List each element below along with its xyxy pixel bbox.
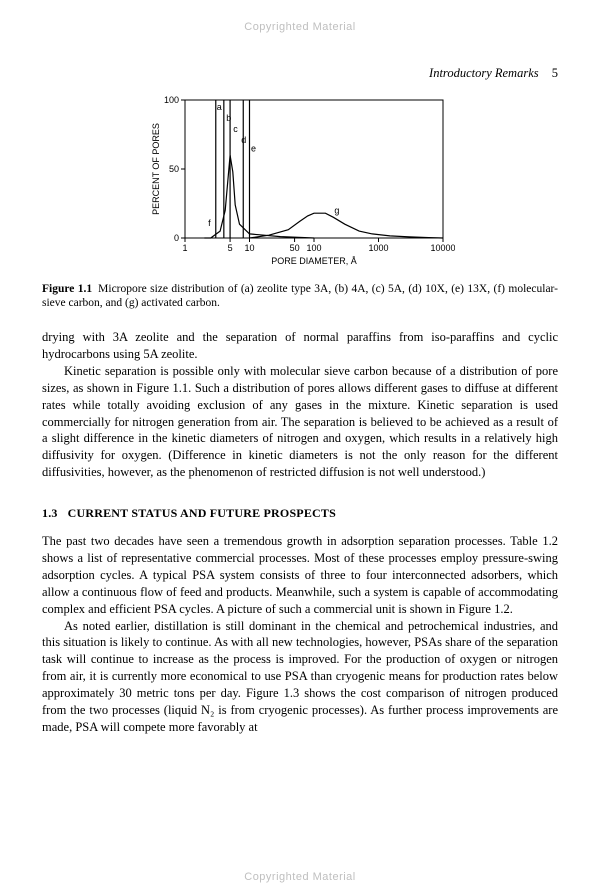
svg-text:g: g [334,205,339,215]
svg-text:c: c [233,124,238,134]
svg-text:e: e [251,143,256,153]
svg-text:d: d [241,135,246,145]
body-text-block-2: The past two decades have seen a tremend… [42,533,558,736]
svg-text:10: 10 [244,243,254,253]
svg-text:10000: 10000 [430,243,455,253]
figure-caption-label: Figure 1.1 [42,283,92,295]
section-1-3-heading: 1.3 CURRENT STATUS AND FUTURE PROSPECTS [42,505,558,521]
svg-text:PORE DIAMETER, Å: PORE DIAMETER, Å [271,256,357,266]
body-text-block-1: drying with 3A zeolite and the separatio… [42,329,558,481]
svg-text:100: 100 [306,243,321,253]
running-head: Introductory Remarks 5 [42,65,558,82]
watermark-top: Copyrighted Material [42,20,558,35]
paragraph-continuation: drying with 3A zeolite and the separatio… [42,329,558,363]
svg-text:50: 50 [169,164,179,174]
svg-text:0: 0 [174,233,179,243]
svg-text:50: 50 [290,243,300,253]
svg-text:5: 5 [228,243,233,253]
paragraph-kinetic-separation: Kinetic separation is possible only with… [42,363,558,481]
svg-text:PERCENT OF PORES: PERCENT OF PORES [151,123,161,215]
running-head-title: Introductory Remarks [429,66,539,80]
paragraph-past-two-decades: The past two decades have seen a tremend… [42,533,558,617]
section-title: CURRENT STATUS AND FUTURE PROSPECTS [68,506,336,520]
paragraph-as-noted-earlier: As noted earlier, distillation is still … [42,618,558,736]
section-number: 1.3 [42,506,58,520]
figure-1-1-caption: Figure 1.1Micropore size distribution of… [42,282,558,311]
svg-text:100: 100 [164,95,179,105]
page-number: 5 [552,66,558,80]
svg-text:f: f [208,218,211,228]
svg-text:a: a [217,102,222,112]
figure-1-1-chart: 0 50 100 PERCENT OF PORES 1 5 10 50 100 1000 10000… [145,94,455,274]
figure-caption-text: Micropore size distribution of (a) zeoli… [42,283,558,310]
watermark-bottom: Copyrighted Material [0,870,600,885]
svg-text:b: b [226,113,231,123]
svg-text:1000: 1000 [368,243,388,253]
svg-text:1: 1 [182,243,187,253]
